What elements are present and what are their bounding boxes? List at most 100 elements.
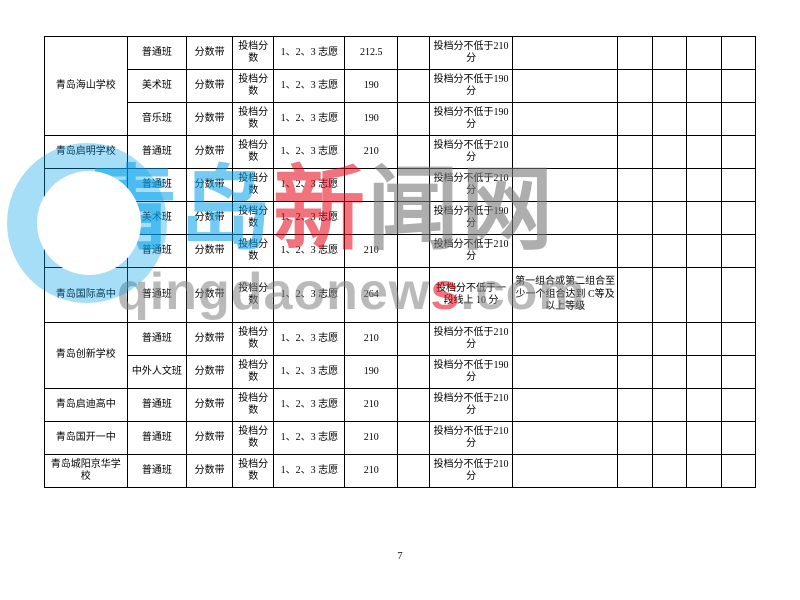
cell-wish: 1、2、3 志愿 [274, 268, 345, 323]
cell-note [512, 356, 618, 389]
cell-class: 普通班 [127, 169, 187, 202]
cell-school: 青岛海山学校 [45, 37, 128, 136]
cell-score: 210 [345, 136, 398, 169]
cell-score: 264 [345, 268, 398, 323]
cell-school: 青岛城阳京华学校 [45, 455, 128, 488]
cell-score: 210 [345, 323, 398, 356]
cell-band: 分数带 [187, 70, 233, 103]
cell-blank5 [721, 455, 755, 488]
cell-blank5 [721, 235, 755, 268]
cell-blank5 [721, 70, 755, 103]
cell-blank2 [618, 422, 652, 455]
cell-score-type: 投档分数 [233, 202, 274, 235]
cell-school: 青岛国开一中 [45, 422, 128, 455]
cell-class: 音乐班 [127, 103, 187, 136]
cell-score-type: 投档分数 [233, 323, 274, 356]
cell-blank3 [652, 268, 686, 323]
table-row: 青岛天龙中学普通班分数带投档分数1、2、3 志愿投档分不低于210 分 [45, 169, 756, 202]
cell-blank3 [652, 136, 686, 169]
cell-band: 分数带 [187, 455, 233, 488]
table-row: 音乐班分数带投档分数1、2、3 志愿190投档分不低于190 分 [45, 103, 756, 136]
cell-note: 第一组合或第二组合至少一个组合达到 C等及以上等级 [512, 268, 618, 323]
cell-blank5 [721, 37, 755, 70]
cell-blank3 [652, 455, 686, 488]
cell-band: 分数带 [187, 103, 233, 136]
cell-score-type: 投档分数 [233, 103, 274, 136]
cell-note [512, 169, 618, 202]
cell-wish: 1、2、3 志愿 [274, 323, 345, 356]
cell-blank1 [398, 356, 430, 389]
cell-blank4 [687, 356, 721, 389]
cell-blank5 [721, 169, 755, 202]
cell-requirement: 投档分不低于190 分 [430, 103, 513, 136]
admission-table: 青岛海山学校普通班分数带投档分数1、2、3 志愿212.5投档分不低于210 分… [44, 36, 756, 488]
cell-note [512, 323, 618, 356]
cell-blank3 [652, 70, 686, 103]
cell-blank1 [398, 136, 430, 169]
cell-requirement: 投档分不低于210 分 [430, 136, 513, 169]
cell-blank5 [721, 103, 755, 136]
cell-blank2 [618, 37, 652, 70]
cell-blank4 [687, 169, 721, 202]
cell-score: 210 [345, 422, 398, 455]
cell-class: 普通班 [127, 422, 187, 455]
page-number: 7 [0, 551, 800, 562]
cell-blank4 [687, 37, 721, 70]
cell-requirement: 投档分不低于210 分 [430, 389, 513, 422]
cell-score-type: 投档分数 [233, 455, 274, 488]
cell-school: 青岛天龙中学 [45, 169, 128, 235]
cell-band: 分数带 [187, 202, 233, 235]
table-row: 青岛国际高中普通班分数带投档分数1、2、3 志愿264投档分不低于一段线上 10… [45, 268, 756, 323]
cell-score-type: 投档分数 [233, 422, 274, 455]
cell-blank4 [687, 70, 721, 103]
cell-requirement: 投档分不低于190 分 [430, 202, 513, 235]
cell-blank1 [398, 389, 430, 422]
cell-blank3 [652, 37, 686, 70]
cell-note [512, 455, 618, 488]
cell-blank3 [652, 356, 686, 389]
cell-blank2 [618, 202, 652, 235]
cell-requirement: 投档分不低于190 分 [430, 356, 513, 389]
cell-score: 210 [345, 235, 398, 268]
cell-blank3 [652, 323, 686, 356]
cell-note [512, 202, 618, 235]
cell-score-type: 投档分数 [233, 37, 274, 70]
cell-blank5 [721, 202, 755, 235]
cell-blank1 [398, 268, 430, 323]
cell-blank4 [687, 202, 721, 235]
cell-note [512, 389, 618, 422]
cell-blank4 [687, 323, 721, 356]
cell-requirement: 投档分不低于210 分 [430, 323, 513, 356]
cell-blank1 [398, 169, 430, 202]
cell-blank1 [398, 37, 430, 70]
cell-requirement: 投档分不低于210 分 [430, 422, 513, 455]
table-row: 青岛启慧双语普通班分数带投档分数1、2、3 志愿210投档分不低于210 分 [45, 235, 756, 268]
cell-blank5 [721, 323, 755, 356]
cell-wish: 1、2、3 志愿 [274, 389, 345, 422]
cell-blank5 [721, 136, 755, 169]
cell-score-type: 投档分数 [233, 70, 274, 103]
cell-band: 分数带 [187, 235, 233, 268]
cell-wish: 1、2、3 志愿 [274, 455, 345, 488]
cell-wish: 1、2、3 志愿 [274, 70, 345, 103]
cell-score-type: 投档分数 [233, 268, 274, 323]
cell-band: 分数带 [187, 37, 233, 70]
cell-school: 青岛创新学校 [45, 323, 128, 389]
cell-note [512, 235, 618, 268]
cell-class: 普通班 [127, 389, 187, 422]
cell-band: 分数带 [187, 268, 233, 323]
cell-requirement: 投档分不低于190 分 [430, 70, 513, 103]
cell-blank3 [652, 389, 686, 422]
cell-score: 190 [345, 70, 398, 103]
cell-blank4 [687, 235, 721, 268]
table-row: 美术班分数带投档分数1、2、3 志愿投档分不低于190 分 [45, 202, 756, 235]
cell-wish: 1、2、3 志愿 [274, 37, 345, 70]
cell-note [512, 70, 618, 103]
cell-blank4 [687, 268, 721, 323]
table-row: 中外人文班分数带投档分数1、2、3 志愿190投档分不低于190 分 [45, 356, 756, 389]
cell-blank2 [618, 70, 652, 103]
cell-school: 青岛启慧双语 [45, 235, 128, 268]
cell-note [512, 136, 618, 169]
cell-blank1 [398, 103, 430, 136]
cell-blank1 [398, 422, 430, 455]
